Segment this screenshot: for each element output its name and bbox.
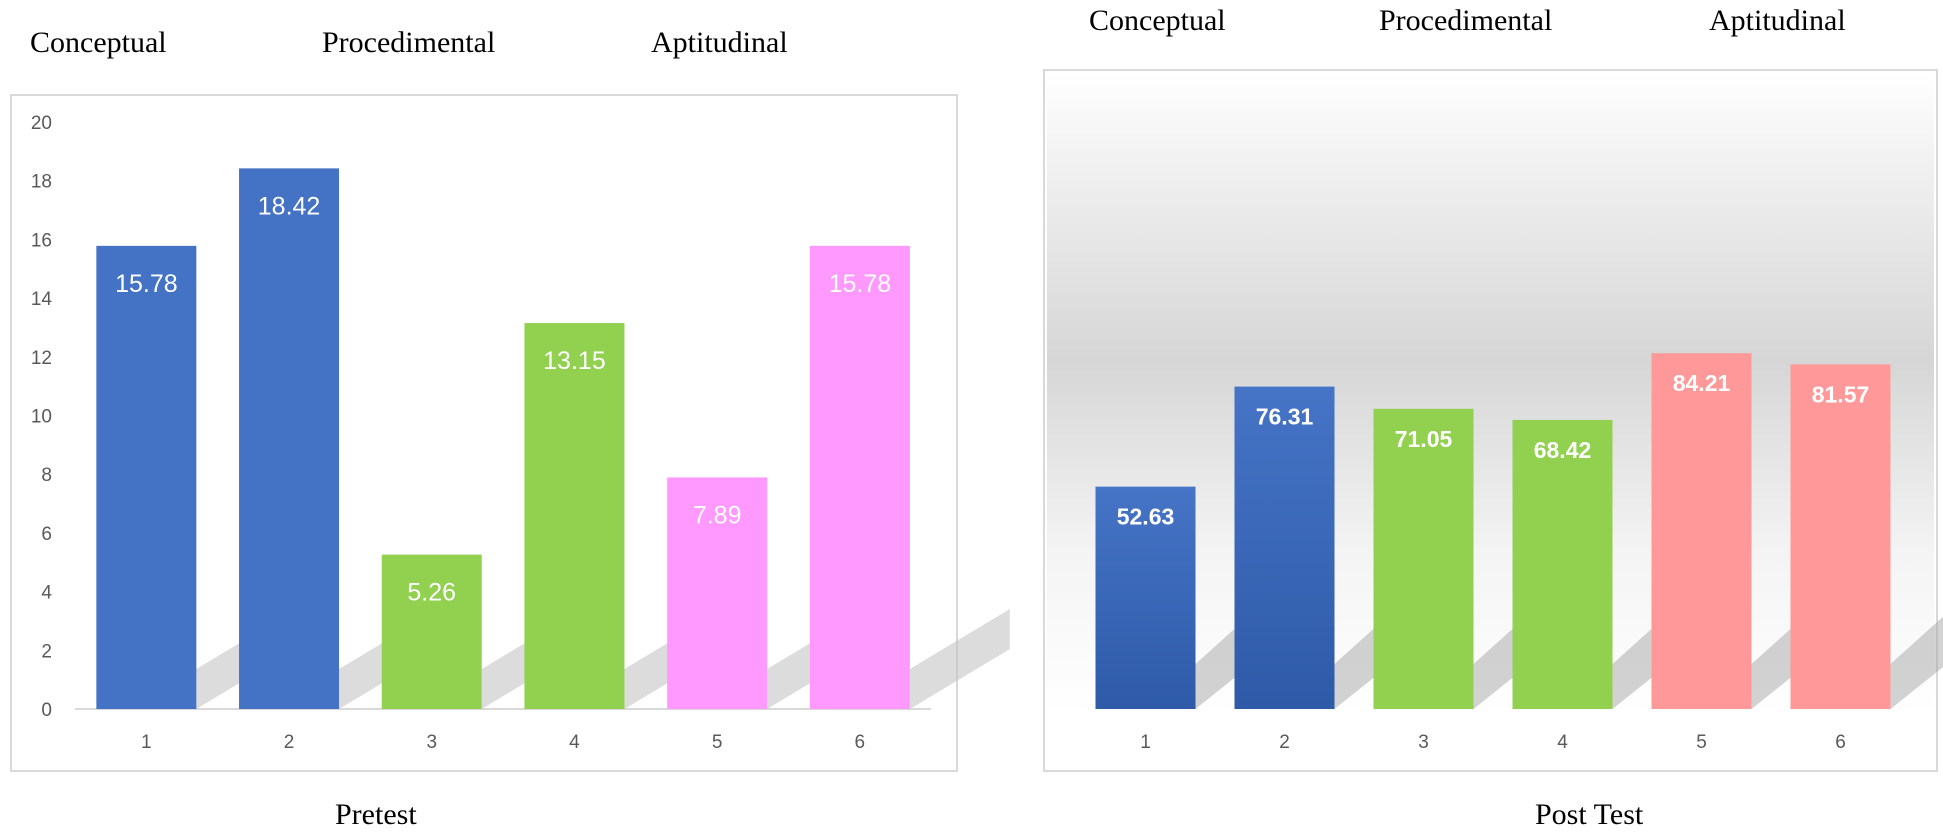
posttest-bar <box>1651 353 1752 709</box>
posttest-bar <box>1095 486 1196 709</box>
posttest-x-tick-label: 3 <box>1418 732 1429 753</box>
pretest-y-tick-label: 8 <box>41 465 52 486</box>
pretest-y-tick-label: 10 <box>31 407 52 428</box>
pretest-bar-shadow <box>909 609 1010 709</box>
pretest-y-tick-label: 4 <box>41 583 52 604</box>
posttest-x-tick-label: 5 <box>1696 732 1707 753</box>
posttest-data-label: 81.57 <box>1812 381 1870 407</box>
posttest-bar <box>1234 386 1335 709</box>
pretest-bar <box>524 323 625 709</box>
posttest-data-label: 71.05 <box>1395 426 1453 452</box>
posttest-x-tick-label: 1 <box>1140 732 1151 753</box>
pretest-bar <box>96 245 197 709</box>
pretest-y-tick-label: 16 <box>31 230 52 251</box>
left-group-label-conceptual: Conceptual <box>30 26 167 59</box>
pretest-data-label: 13.15 <box>543 347 606 375</box>
posttest-bar-shadow <box>1890 616 1943 709</box>
pretest-y-tick-label: 14 <box>31 289 53 310</box>
right-group-label-procedimental: Procedimental <box>1379 4 1553 37</box>
posttest-data-label: 68.42 <box>1534 437 1592 463</box>
pretest-data-label: 15.78 <box>115 270 178 298</box>
pretest-data-label: 7.89 <box>693 501 742 529</box>
posttest-caption: Post Test <box>1535 798 1644 831</box>
pretest-y-tick-label: 18 <box>31 172 52 193</box>
pretest-y-tick-label: 2 <box>41 641 52 662</box>
posttest-data-label: 52.63 <box>1117 504 1175 530</box>
posttest-bar <box>1790 364 1891 709</box>
posttest-bar <box>1512 419 1613 709</box>
pretest-y-tick-label: 0 <box>41 700 52 721</box>
pretest-data-label: 18.42 <box>258 192 321 220</box>
posttest-bar <box>1373 408 1474 709</box>
posttest-data-label: 84.21 <box>1673 370 1731 396</box>
pretest-bar <box>809 245 910 709</box>
pretest-caption: Pretest <box>335 798 417 831</box>
pretest-data-label: 15.78 <box>829 270 892 298</box>
pretest-x-tick-label: 2 <box>284 732 295 753</box>
pretest-bar <box>239 168 340 710</box>
pretest-x-tick-label: 3 <box>426 732 437 753</box>
pretest-y-tick-label: 12 <box>31 348 52 369</box>
left-group-label-procedimental: Procedimental <box>322 26 496 59</box>
pretest-x-tick-label: 1 <box>141 732 152 753</box>
right-group-label-aptitudinal: Aptitudinal <box>1709 4 1846 37</box>
left-group-label-aptitudinal: Aptitudinal <box>651 26 788 59</box>
pretest-data-label: 5.26 <box>407 579 456 607</box>
pretest-y-tick-label: 6 <box>41 524 52 545</box>
posttest-data-label: 76.31 <box>1256 404 1314 430</box>
pretest-x-tick-label: 6 <box>855 732 866 753</box>
pretest-y-tick-label: 20 <box>31 113 52 134</box>
posttest-x-tick-label: 4 <box>1557 732 1568 753</box>
posttest-x-tick-label: 6 <box>1835 732 1846 753</box>
pretest-bar <box>667 477 768 709</box>
pretest-x-tick-label: 5 <box>712 732 723 753</box>
posttest-x-tick-label: 2 <box>1279 732 1290 753</box>
pretest-bar <box>381 554 482 709</box>
pretest-x-tick-label: 4 <box>569 732 580 753</box>
right-group-label-conceptual: Conceptual <box>1089 4 1226 37</box>
